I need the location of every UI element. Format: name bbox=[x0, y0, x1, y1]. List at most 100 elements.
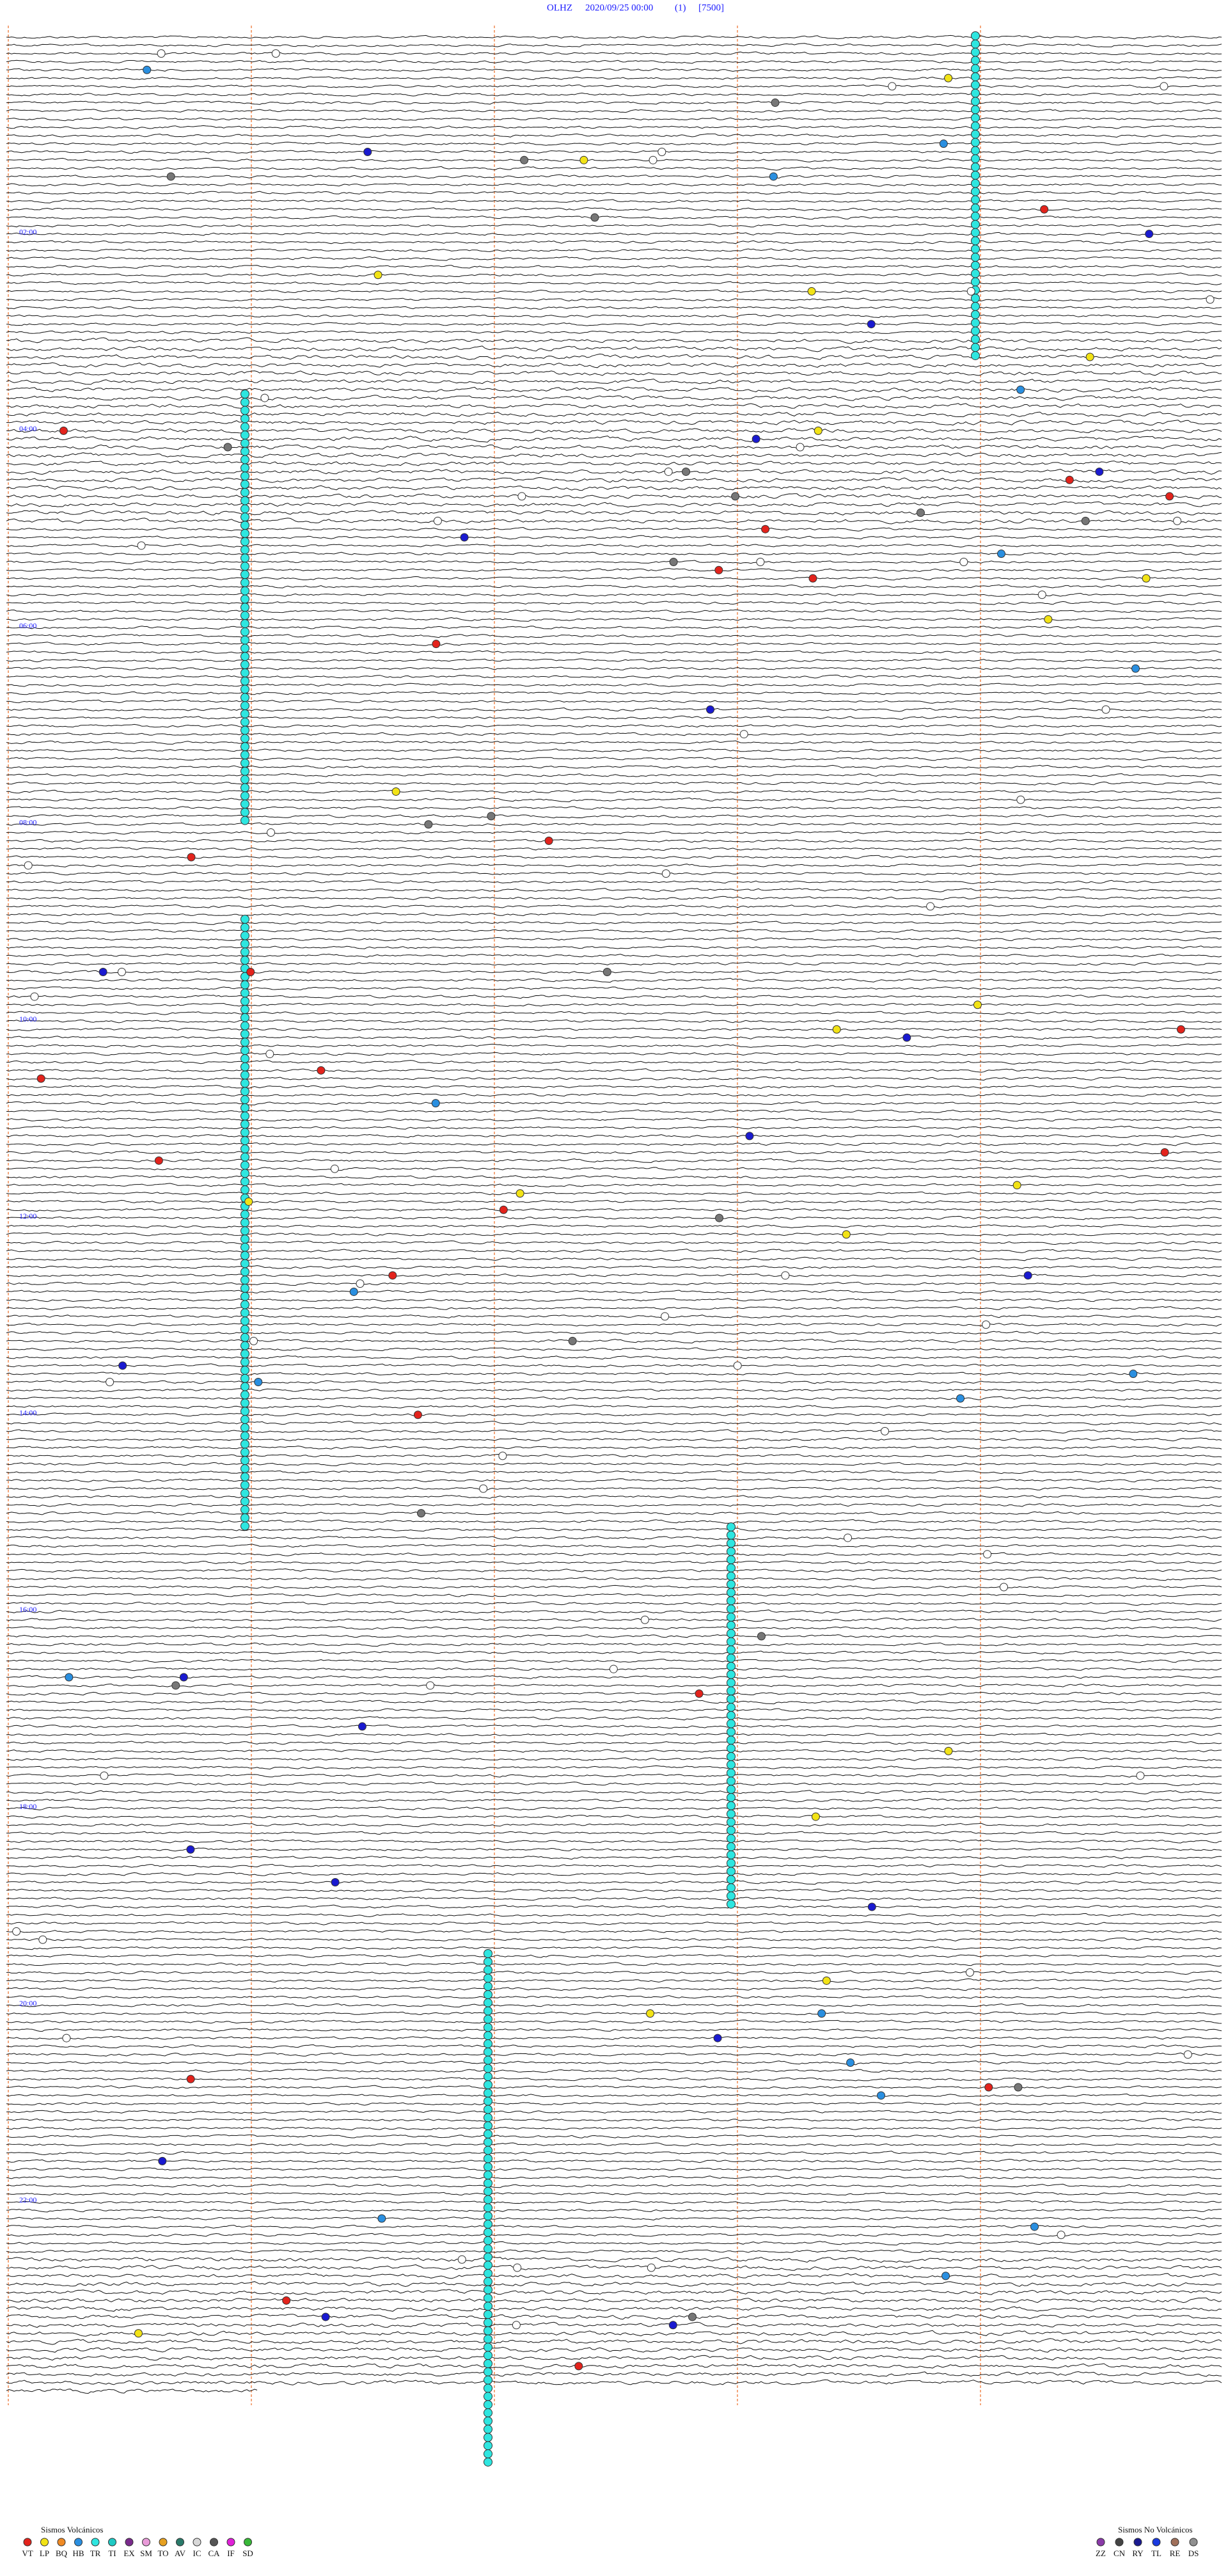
event-marker bbox=[484, 2170, 492, 2180]
event-marker bbox=[59, 426, 68, 435]
event-marker bbox=[240, 553, 249, 563]
trace bbox=[6, 411, 1222, 418]
trace bbox=[6, 568, 1222, 573]
trace bbox=[6, 215, 1222, 220]
hour-label: 16:00 bbox=[19, 1605, 36, 1614]
trace bbox=[6, 125, 1222, 129]
trace bbox=[6, 2232, 1222, 2237]
trace bbox=[6, 353, 1222, 360]
trace bbox=[6, 1814, 1222, 1819]
trace bbox=[6, 403, 1222, 409]
event-marker bbox=[240, 1152, 249, 1162]
trace bbox=[6, 1315, 1222, 1318]
event-marker bbox=[647, 2263, 656, 2272]
event-marker bbox=[661, 1312, 670, 1321]
trace bbox=[6, 732, 1222, 736]
trace bbox=[6, 1724, 1222, 1729]
event-marker bbox=[240, 1366, 249, 1375]
trace bbox=[6, 68, 1222, 72]
event-marker bbox=[727, 1875, 736, 1885]
trace bbox=[6, 1863, 1222, 1868]
trace bbox=[6, 1011, 1222, 1015]
trace bbox=[6, 526, 1222, 532]
event-marker bbox=[240, 766, 249, 776]
event-marker bbox=[997, 549, 1006, 558]
trace bbox=[6, 1174, 1222, 1180]
trace bbox=[6, 1855, 1222, 1860]
event-marker bbox=[240, 1357, 249, 1367]
trace bbox=[6, 773, 1222, 777]
event-marker bbox=[240, 1234, 249, 1244]
trace bbox=[6, 2052, 1222, 2057]
event-marker bbox=[240, 390, 249, 399]
trace bbox=[6, 748, 1222, 753]
event-marker bbox=[796, 443, 805, 452]
event-marker bbox=[745, 1132, 754, 1141]
trace bbox=[6, 1363, 1222, 1368]
event-marker bbox=[484, 2408, 492, 2417]
event-marker bbox=[544, 836, 553, 845]
event-marker bbox=[260, 393, 269, 402]
event-marker bbox=[844, 1533, 853, 1542]
trace bbox=[6, 2019, 1222, 2024]
trace bbox=[6, 1273, 1222, 1277]
trace bbox=[6, 444, 1222, 450]
event-marker bbox=[240, 791, 249, 801]
event-marker bbox=[966, 287, 975, 296]
trace bbox=[6, 1298, 1222, 1302]
event-marker bbox=[971, 219, 980, 229]
trace bbox=[6, 289, 1222, 294]
trace bbox=[6, 2118, 1222, 2122]
trace bbox=[6, 223, 1222, 228]
legend-code: TR bbox=[90, 2548, 101, 2558]
event-marker bbox=[240, 1013, 249, 1022]
event-marker bbox=[240, 915, 249, 924]
trace bbox=[6, 953, 1222, 958]
legend-swatch bbox=[57, 2538, 66, 2547]
trace bbox=[6, 256, 1222, 261]
event-marker bbox=[240, 1046, 249, 1055]
trace bbox=[6, 1560, 1222, 1565]
event-marker bbox=[484, 2359, 492, 2368]
event-marker bbox=[62, 2034, 71, 2043]
event-marker bbox=[727, 1613, 736, 1622]
event-marker bbox=[731, 492, 740, 501]
trace bbox=[6, 1019, 1222, 1023]
event-marker bbox=[771, 99, 780, 107]
event-marker bbox=[640, 1615, 649, 1624]
event-marker bbox=[240, 1423, 249, 1432]
trace bbox=[6, 1576, 1222, 1581]
trace bbox=[6, 2256, 1222, 2263]
event-marker bbox=[240, 684, 249, 694]
event-marker bbox=[240, 1218, 249, 1228]
event-marker bbox=[971, 72, 980, 82]
legend-swatch bbox=[108, 2538, 116, 2547]
trace bbox=[6, 1068, 1222, 1073]
event-marker bbox=[98, 967, 107, 976]
trace bbox=[6, 2363, 1222, 2369]
trace bbox=[6, 617, 1222, 622]
event-marker bbox=[240, 512, 249, 522]
event-marker bbox=[727, 1654, 736, 1663]
event-marker bbox=[513, 2263, 522, 2272]
event-marker bbox=[240, 562, 249, 571]
trace bbox=[6, 2003, 1222, 2008]
event-marker bbox=[971, 195, 980, 205]
event-marker bbox=[1012, 1181, 1021, 1190]
event-marker bbox=[1030, 2222, 1039, 2231]
event-marker bbox=[1016, 385, 1025, 394]
legend-swatch bbox=[1133, 2538, 1142, 2547]
trace bbox=[6, 2028, 1222, 2032]
event-marker bbox=[240, 758, 249, 768]
event-marker bbox=[727, 1637, 736, 1647]
legend-code: ZZ bbox=[1096, 2548, 1106, 2558]
trace bbox=[6, 666, 1222, 670]
event-marker bbox=[240, 1341, 249, 1350]
event-marker bbox=[877, 2091, 886, 2100]
event-marker bbox=[808, 574, 817, 583]
event-marker bbox=[727, 1809, 736, 1819]
trace bbox=[6, 1412, 1222, 1417]
event-marker bbox=[484, 2096, 492, 2106]
event-marker bbox=[1023, 1271, 1032, 1280]
